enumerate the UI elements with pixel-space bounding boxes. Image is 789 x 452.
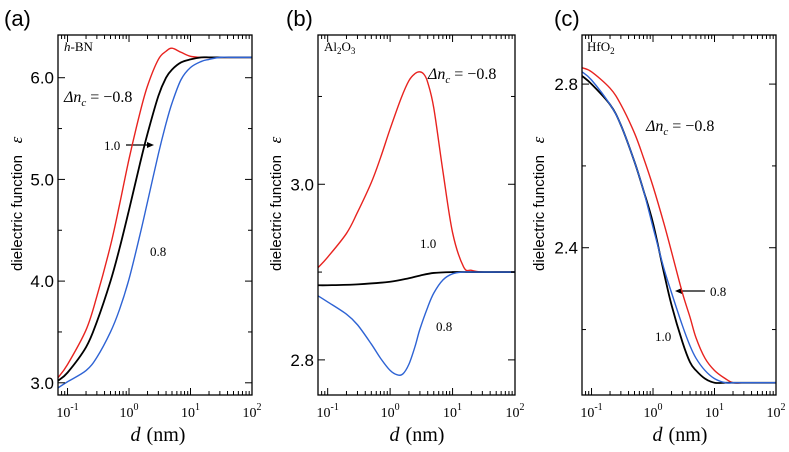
annotation-dn-sub: c	[663, 126, 668, 138]
y-axis-symbol: ε	[266, 136, 285, 143]
y-tick-label: 2.8	[554, 75, 578, 94]
material-label: Al2O3	[324, 39, 356, 56]
annotation-dn: Δnc = −0.8	[427, 66, 496, 86]
annotation-dn: Δnc = −0.8	[645, 118, 714, 138]
series-line-red	[318, 71, 515, 273]
annotation-arrowhead	[675, 288, 682, 294]
annotation-dn-sub: c	[445, 74, 450, 86]
x-axis-label: d (nm)	[131, 424, 186, 446]
plot-frame	[57, 34, 253, 396]
plot-frame	[581, 34, 777, 396]
annotation-blue-value: 0.8	[150, 244, 166, 259]
panel-label: (a)	[4, 6, 31, 31]
annotation-dn-lhs: Δn	[63, 89, 81, 106]
x-axis-var: d	[390, 424, 401, 446]
annotation-dn-lhs: Δn	[427, 66, 445, 83]
x-tick-label: 100	[120, 402, 139, 421]
annotation-blue-value: 0.8	[710, 284, 726, 299]
series-line-red	[582, 67, 776, 384]
x-axis-label: d (nm)	[653, 424, 708, 446]
series-group	[58, 47, 252, 389]
material-label: HfO2	[587, 39, 615, 56]
annotation-dn: Δnc = −0.8	[63, 89, 132, 109]
x-tick-label: 10-1	[56, 402, 78, 421]
y-axis-symbol: ε	[529, 136, 548, 143]
y-tick-label: 4.0	[30, 272, 54, 291]
annotation-dn-rhs: = −0.8	[668, 118, 714, 135]
annotation-black-value: 1.0	[655, 329, 671, 344]
annotation-blue-value: 0.8	[436, 319, 452, 334]
series-line-black	[318, 271, 515, 287]
series-line-blue	[318, 271, 515, 376]
panel-a: (a) dielectric function ε d (nm) h-BN Δnc…	[4, 6, 262, 446]
x-tick-label: 10-1	[580, 402, 602, 421]
annotation-dn-rhs: = −0.8	[450, 66, 496, 83]
material-rest: -BN	[71, 39, 94, 54]
y-tick-label: 2.4	[554, 239, 578, 258]
y-tick-label: 5.0	[30, 170, 54, 189]
y-axis-label: dielectric function	[531, 155, 548, 271]
x-tick-label: 102	[243, 402, 262, 421]
x-tick-label: 101	[705, 402, 724, 421]
plot-frame	[317, 34, 516, 396]
annotation-black-value: 1.0	[104, 138, 120, 153]
series-line-blue	[58, 56, 252, 389]
x-axis-label: d (nm)	[390, 424, 445, 446]
x-tick-label: 100	[644, 402, 663, 421]
y-tick-label: 2.8	[290, 351, 314, 370]
x-tick-label: 101	[181, 402, 200, 421]
x-axis-unit: (nm)	[147, 424, 186, 446]
y-axis-label: dielectric function	[268, 155, 285, 271]
y-tick-label: 3.0	[30, 374, 54, 393]
annotation-dn-sub: c	[81, 97, 86, 109]
panel-label: (c)	[554, 6, 580, 31]
x-axis-unit: (nm)	[406, 424, 445, 446]
y-tick-label: 6.0	[30, 69, 54, 88]
material-label: h-BN	[64, 39, 94, 54]
material-part: O	[342, 39, 351, 54]
series-group	[582, 67, 776, 384]
y-tick-label: 3.0	[290, 175, 314, 194]
annotation-black-value: 1.0	[420, 236, 436, 251]
x-axis-var: d	[653, 424, 664, 446]
x-tick-label: 10-1	[317, 402, 339, 421]
annotation-arrowhead	[147, 142, 154, 148]
x-axis-unit: (nm)	[669, 424, 708, 446]
annotation-dn-lhs: Δn	[645, 118, 663, 135]
panel-label: (b)	[286, 6, 313, 31]
series-group	[318, 71, 515, 376]
x-tick-label: 101	[443, 402, 462, 421]
annotation-dn-rhs: = −0.8	[86, 89, 132, 106]
y-axis-symbol: ε	[7, 136, 26, 143]
material-sub: 2	[610, 46, 615, 56]
material-part: HfO	[587, 39, 610, 54]
x-tick-label: 102	[767, 402, 786, 421]
x-axis-var: d	[131, 424, 142, 446]
material-italic: h	[64, 39, 71, 54]
panel-b: (b) dielectric function ε d (nm) Al2O3 Δn…	[266, 6, 525, 446]
material-part: Al	[324, 39, 337, 54]
panel-c: (c) dielectric function ε d (nm) HfO2 Δnc…	[529, 6, 786, 446]
material-sub: 3	[351, 46, 356, 56]
y-axis-label: dielectric function	[9, 155, 26, 271]
x-tick-label: 100	[381, 402, 400, 421]
series-line-black	[58, 56, 252, 382]
x-tick-label: 102	[506, 402, 525, 421]
material-sub: 2	[337, 46, 342, 56]
series-line-blue	[582, 71, 776, 384]
